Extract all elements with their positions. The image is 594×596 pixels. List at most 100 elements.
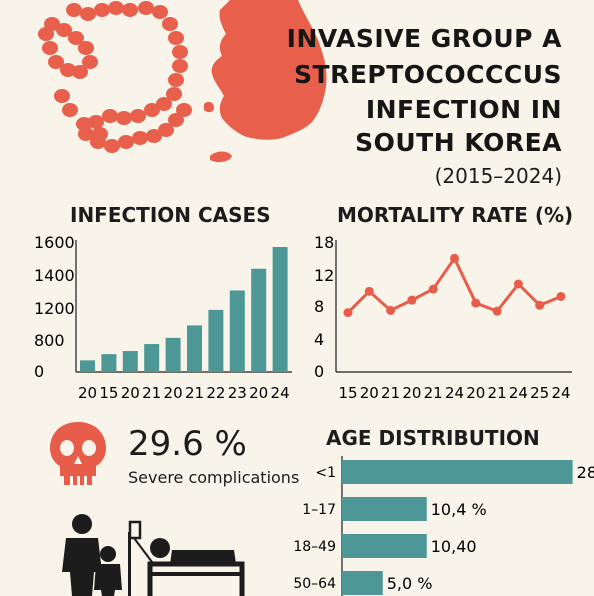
- infection-ytick-0: 0: [34, 362, 44, 381]
- coccus-35: [68, 31, 84, 45]
- complications-value: 29.6 %: [128, 424, 247, 464]
- mortality-xtick-6: 24: [445, 384, 464, 402]
- infection-xtick-1: 20: [78, 384, 97, 402]
- coccus-37: [44, 17, 60, 31]
- coccus-39: [62, 103, 78, 117]
- streptococcus-chain-icon: [38, 1, 192, 153]
- title-years: (2015–2024): [434, 164, 562, 188]
- coccus-36: [56, 23, 72, 37]
- infection-ytick-1200: 1200: [34, 299, 75, 318]
- coccus-4: [122, 3, 138, 17]
- mortality-chart-title: MORTALITY RATE (%): [337, 203, 574, 227]
- coccus-32: [72, 65, 88, 79]
- age-category-4: 50–64: [293, 576, 336, 592]
- infection-bar-8: [229, 290, 245, 372]
- infection-bar-5: [165, 337, 181, 372]
- infection-xtick-7: 22: [206, 384, 225, 402]
- infection-bar-6: [187, 325, 202, 372]
- mortality-ytick-0: 0: [314, 362, 324, 381]
- coccus-2: [94, 3, 110, 17]
- age-value-3: 10,40: [431, 537, 477, 556]
- mortality-xtick-1: 15: [338, 384, 357, 402]
- coccus-41: [92, 127, 108, 141]
- coccus-3: [108, 1, 124, 15]
- age-bar-2: [342, 497, 427, 521]
- coccus-11: [168, 73, 184, 87]
- mortality-xtick-5: 21: [424, 384, 443, 402]
- coccus-27: [176, 103, 192, 117]
- coccus-24: [146, 129, 162, 143]
- south-korea-map-icon: [204, 0, 327, 163]
- coccus-18: [88, 115, 104, 129]
- infection-bar-3: [122, 351, 138, 372]
- age-bar-3: [342, 534, 427, 558]
- coccus-40: [76, 117, 92, 131]
- infection-ytick-1400: 1400: [34, 266, 75, 285]
- age-bar-1: [342, 460, 573, 484]
- mortality-point-2: [364, 286, 374, 296]
- infection-bar-4: [144, 344, 160, 372]
- age-category-1: <1: [315, 465, 336, 481]
- coccus-17: [102, 109, 118, 123]
- infection-bar-2: [101, 354, 117, 372]
- mortality-point-7: [471, 298, 481, 308]
- age-category-3: 18–49: [293, 539, 336, 555]
- mortality-xtick-3: 21: [381, 384, 400, 402]
- mortality-ytick-8: 8: [314, 297, 324, 316]
- mortality-xtick-10: 25: [530, 384, 549, 402]
- coccus-9: [172, 45, 188, 59]
- mortality-point-1: [343, 308, 353, 318]
- mortality-xtick-2: 20: [360, 384, 379, 402]
- age-chart-title: AGE DISTRIBUTION: [326, 426, 540, 450]
- coccus-29: [42, 41, 58, 55]
- mortality-ytick-4: 4: [314, 330, 324, 349]
- age-value-2: 10,4 %: [431, 500, 487, 519]
- mortality-rate-chart: 18 12 8 4 0 15 20 21 20 21 24 20 21 24 25 24: [314, 233, 572, 402]
- coccus-5: [138, 1, 154, 15]
- mortality-point-8: [492, 306, 502, 316]
- coccus-22: [118, 135, 134, 149]
- skull-icon: [50, 422, 106, 485]
- infection-bar-9: [251, 268, 267, 372]
- infection-bar-7: [208, 309, 224, 372]
- age-value-4: 5,0 %: [387, 574, 433, 593]
- infection-xtick-3: 20: [121, 384, 140, 402]
- family-hospital-bed-icon: [62, 514, 245, 596]
- title-line-4: SOUTH KOREA: [355, 128, 562, 157]
- coccus-16: [116, 111, 132, 125]
- coccus-7: [162, 17, 178, 31]
- coccus-31: [60, 63, 76, 77]
- infection-bar-1: [80, 360, 95, 372]
- coccus-38: [54, 89, 70, 103]
- mortality-xtick-9: 24: [509, 384, 528, 402]
- mortality-point-3: [386, 305, 396, 315]
- complications-label: Severe complications: [128, 468, 300, 487]
- mortality-series-line: [346, 255, 562, 314]
- coccus-34: [78, 41, 94, 55]
- mortality-ytick-12: 12: [314, 266, 334, 285]
- mortality-point-6: [450, 253, 459, 263]
- infection-xtick-5: 20: [164, 384, 183, 402]
- coccus-30: [48, 55, 64, 69]
- coccus-1: [80, 7, 96, 21]
- infection-ytick-800: 800: [34, 331, 65, 350]
- coccus-8: [168, 31, 184, 45]
- title-line-3: INFECTION IN: [365, 95, 562, 124]
- infection-chart-title: INFECTION CASES: [70, 203, 271, 227]
- infection-bar-10: [272, 246, 288, 372]
- age-bar-4: [342, 571, 383, 595]
- infection-xtick-6: 21: [185, 384, 204, 402]
- coccus-25: [158, 123, 174, 137]
- coccus-12: [166, 87, 182, 101]
- infection-xtick-10: 24: [271, 384, 290, 402]
- title-line-2: STREPTOCOCCCUS: [294, 60, 562, 89]
- infection-ytick-1600: 1600: [34, 233, 75, 252]
- infection-xtick-2: 15: [99, 384, 118, 402]
- mortality-ytick-18: 18: [314, 233, 334, 252]
- coccus-33: [82, 55, 98, 69]
- title-line-1: INVASIVE GROUP A: [286, 24, 562, 53]
- age-distribution-chart: <1 28,3 % 1–17 10,4 % 18–49 10,40 50–64 5,0 %: [293, 456, 594, 596]
- infection-xtick-8: 23: [228, 384, 247, 402]
- coccus-10: [172, 59, 188, 73]
- age-value-1: 28,3 %: [577, 463, 594, 482]
